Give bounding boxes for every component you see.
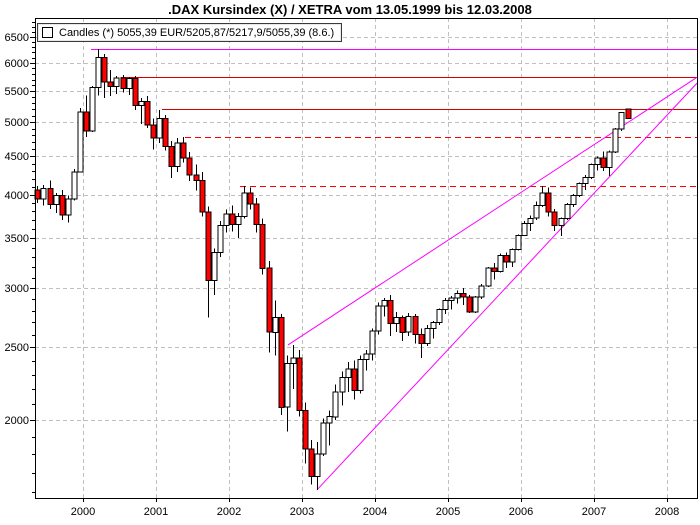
svg-text:2000: 2000 <box>71 506 95 518</box>
svg-text:2002: 2002 <box>217 506 241 518</box>
svg-text:2005: 2005 <box>436 506 460 518</box>
svg-text:5000: 5000 <box>5 117 29 129</box>
y-axis-ticks <box>30 22 35 493</box>
svg-text:2000: 2000 <box>5 415 29 427</box>
svg-text:2001: 2001 <box>144 506 168 518</box>
svg-text:2500: 2500 <box>5 342 29 354</box>
legend-text: Candles (*) 5055,39 EUR/5205,87/5217,9/5… <box>59 26 335 39</box>
svg-text:2003: 2003 <box>290 506 314 518</box>
svg-text:4000: 4000 <box>5 190 29 202</box>
svg-text:2004: 2004 <box>363 506 387 518</box>
svg-text:2008: 2008 <box>655 506 679 518</box>
chart-title: .DAX Kursindex (X) / XETRA vom 13.05.199… <box>168 2 532 17</box>
x-axis-ticks <box>83 498 668 502</box>
trend-lines <box>287 76 698 491</box>
x-axis-labels: 2000 2001 2002 2003 2004 2005 2006 2007 2008 <box>71 506 679 518</box>
candles-legend-checkbox-icon <box>42 27 53 38</box>
y-axis-labels: 2000 2500 3000 3500 4000 4500 5000 5500 6000 6500 <box>5 32 29 427</box>
svg-text:5500: 5500 <box>5 86 29 98</box>
level-lines <box>91 49 697 187</box>
svg-text:6000: 6000 <box>5 58 29 70</box>
svg-text:3500: 3500 <box>5 233 29 245</box>
legend-box[interactable]: Candles (*) 5055,39 EUR/5205,87/5217,9/5… <box>37 23 343 42</box>
plot-frame <box>35 18 698 499</box>
candles <box>34 48 632 490</box>
svg-text:2007: 2007 <box>582 506 606 518</box>
svg-text:2006: 2006 <box>509 506 533 518</box>
svg-text:4500: 4500 <box>5 151 29 163</box>
svg-text:3000: 3000 <box>5 283 29 295</box>
gridlines <box>35 18 697 498</box>
svg-text:6500: 6500 <box>5 32 29 44</box>
